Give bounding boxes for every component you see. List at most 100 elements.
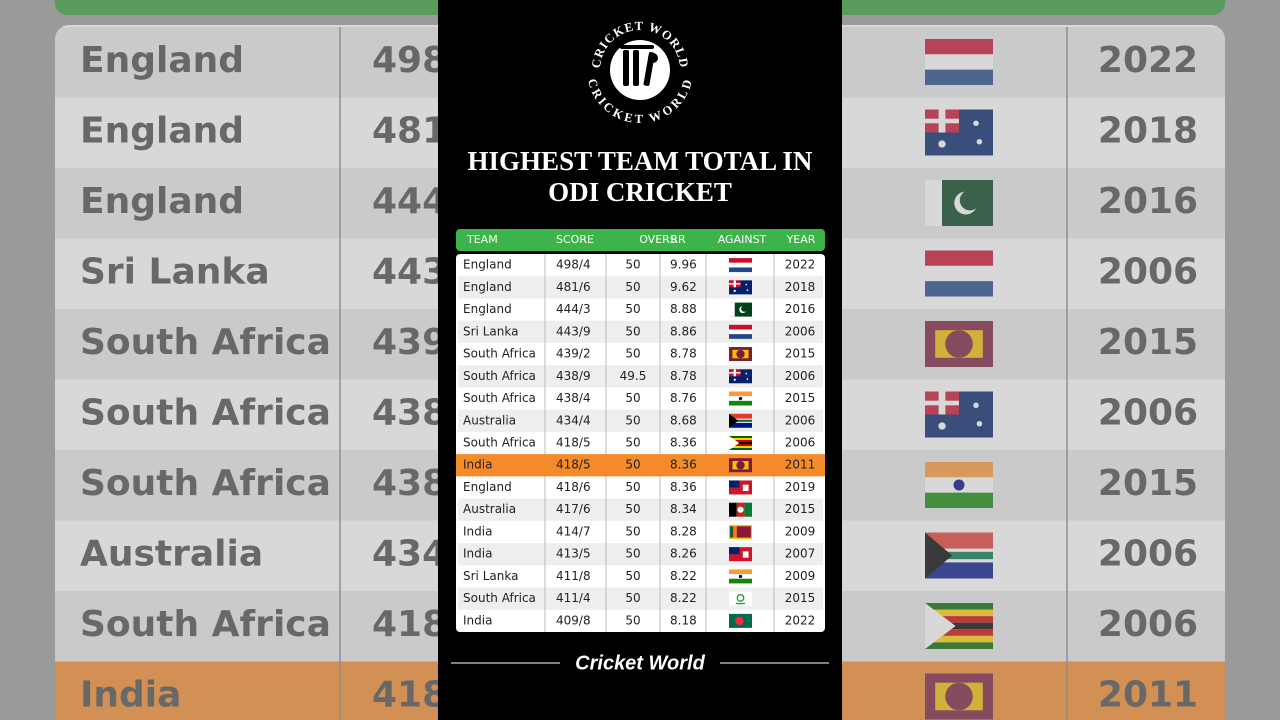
flag-part	[925, 265, 993, 282]
flag-part	[925, 118, 959, 124]
flag-part	[745, 283, 748, 286]
team: South Africa	[463, 436, 536, 450]
overs: 50	[625, 480, 640, 494]
overs: 50	[625, 547, 640, 561]
overs: 50	[625, 524, 640, 538]
flag-part	[729, 444, 752, 446]
column-header: OVERS	[639, 233, 677, 246]
flag-part	[729, 480, 740, 488]
flag-part	[925, 69, 993, 85]
flag-part	[729, 413, 739, 428]
bg-team: England	[80, 111, 244, 152]
year: 2006	[785, 324, 816, 338]
flag-part	[741, 305, 748, 312]
score: 418/6	[556, 480, 591, 494]
overs: 49.5	[620, 369, 647, 383]
flag-part	[925, 642, 993, 649]
run-rate: 8.76	[670, 391, 697, 405]
team: India	[463, 524, 492, 538]
flag-part	[737, 506, 744, 513]
flag-part	[729, 258, 752, 263]
bg-year: 2006	[1098, 252, 1198, 293]
flag-part	[729, 440, 752, 442]
year: 2022	[785, 613, 816, 627]
flag-part	[746, 378, 749, 380]
flag-part	[729, 400, 752, 406]
run-rate: 8.26	[670, 547, 697, 561]
flag-part	[945, 682, 973, 711]
flag-part	[729, 448, 752, 450]
score: 418/5	[556, 436, 591, 450]
footer: Cricket World	[575, 652, 705, 674]
score: 439/2	[556, 347, 591, 361]
year: 2011	[785, 458, 816, 472]
run-rate: 8.36	[670, 436, 697, 450]
flag-part	[746, 289, 749, 291]
flag-part	[742, 551, 749, 558]
run-rate: 8.18	[670, 613, 697, 627]
flag-part	[729, 446, 752, 448]
score: 411/4	[556, 591, 591, 605]
bg-year: 2006	[1098, 534, 1198, 575]
bg-year: 2006	[1098, 393, 1198, 434]
bg-year: 2015	[1098, 322, 1198, 363]
year: 2022	[785, 258, 816, 272]
overs: 50	[625, 258, 640, 272]
flag-part	[973, 402, 979, 409]
team: India	[463, 458, 492, 472]
run-rate: 8.34	[670, 502, 697, 516]
flag-part	[925, 250, 993, 266]
year: 2006	[785, 413, 816, 427]
score: 498/4	[556, 258, 591, 272]
run-rate: 8.28	[670, 524, 697, 538]
flag-part	[729, 372, 741, 374]
overs: 50	[625, 436, 640, 450]
year: 2015	[785, 591, 816, 605]
year: 2007	[785, 547, 816, 561]
team: South Africa	[463, 369, 536, 383]
bg-team: England	[80, 40, 244, 81]
flag-part	[729, 547, 740, 555]
flag-part	[729, 267, 752, 273]
table-header	[456, 229, 825, 251]
bg-year: 2006	[1098, 604, 1198, 645]
overs: 50	[625, 613, 640, 627]
score: 411/8	[556, 569, 591, 583]
run-rate: 8.22	[670, 569, 697, 583]
flag-part	[729, 438, 752, 440]
flag-part	[745, 372, 748, 375]
score: 417/6	[556, 502, 591, 516]
year: 2016	[785, 302, 816, 316]
column-header: YEAR	[786, 233, 816, 246]
flag-part	[736, 526, 751, 538]
flag-part	[744, 502, 752, 517]
team: India	[463, 613, 492, 627]
score: 438/9	[556, 369, 591, 383]
flag-part	[925, 609, 993, 617]
year: 2015	[785, 502, 816, 516]
flag-part	[938, 422, 946, 430]
flag-part	[938, 140, 946, 148]
bg-year: 2016	[1098, 181, 1198, 222]
column-header: AGAINST	[718, 233, 767, 246]
team: India	[463, 547, 492, 561]
flag-part	[973, 120, 979, 127]
bg-year: 2022	[1098, 40, 1198, 81]
flag-part	[737, 595, 744, 601]
flag-part	[925, 603, 956, 649]
flag-part	[733, 289, 736, 292]
score: 434/4	[556, 413, 591, 427]
flag-part	[729, 502, 737, 517]
flag-part	[945, 330, 973, 358]
score: 438/4	[556, 391, 591, 405]
flag-part	[729, 324, 752, 330]
flag-part	[736, 349, 745, 359]
overs: 50	[625, 413, 640, 427]
flag-part	[976, 420, 983, 427]
year: 2018	[785, 280, 816, 294]
bg-team: Australia	[80, 534, 263, 575]
flag-part	[925, 281, 993, 297]
team: England	[463, 258, 512, 272]
